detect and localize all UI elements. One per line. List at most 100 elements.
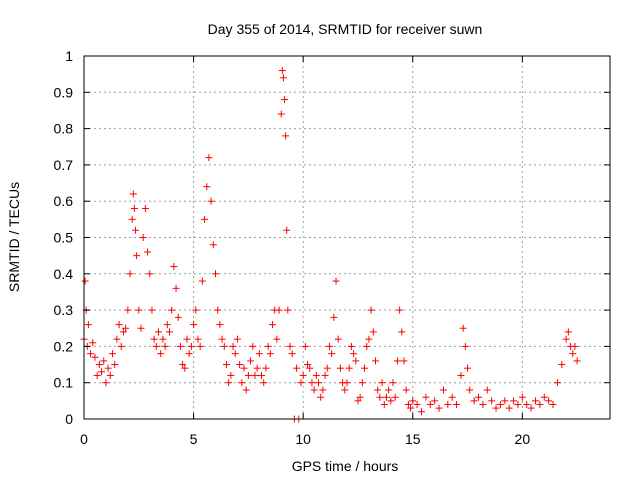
data-point	[152, 342, 160, 350]
data-point	[225, 379, 233, 387]
data-point	[365, 335, 373, 343]
data-point	[129, 190, 137, 198]
data-point	[391, 393, 399, 401]
data-point	[236, 361, 244, 369]
data-point	[95, 361, 103, 369]
data-point	[536, 400, 544, 408]
data-point	[527, 404, 535, 412]
data-point	[258, 371, 266, 379]
data-point	[540, 393, 548, 401]
y-tick-label: 0.8	[54, 121, 74, 137]
y-tick-label: 0.2	[54, 338, 74, 354]
data-point	[133, 252, 141, 260]
x-tick-label: 20	[515, 431, 531, 447]
data-point	[102, 379, 110, 387]
data-point	[87, 350, 95, 358]
data-point	[201, 215, 209, 223]
data-point	[137, 324, 145, 332]
data-point	[354, 397, 362, 405]
data-point	[157, 350, 165, 358]
data-point	[301, 342, 309, 350]
data-point	[358, 379, 366, 387]
data-point	[214, 306, 222, 314]
data-point	[483, 386, 491, 394]
data-point	[293, 364, 301, 372]
data-point	[402, 386, 410, 394]
data-point	[470, 397, 478, 405]
chart-title: Day 355 of 2014, SRMTID for receiver suw…	[208, 21, 483, 37]
data-point	[448, 393, 456, 401]
data-point	[260, 379, 268, 387]
data-point	[407, 404, 415, 412]
data-point	[367, 306, 375, 314]
data-point	[172, 284, 180, 292]
data-point	[170, 263, 178, 271]
data-point	[117, 342, 125, 350]
data-point	[312, 371, 320, 379]
y-tick-label: 0.3	[54, 302, 74, 318]
data-point	[100, 357, 108, 365]
data-point	[374, 386, 382, 394]
data-point	[283, 226, 291, 234]
data-point	[501, 397, 509, 405]
data-point	[558, 361, 566, 369]
data-point	[334, 335, 342, 343]
data-point	[113, 335, 121, 343]
data-point	[385, 386, 393, 394]
data-point	[371, 357, 379, 365]
data-point	[328, 350, 336, 358]
data-point	[488, 397, 496, 405]
data-point	[571, 342, 579, 350]
data-point	[325, 342, 333, 350]
data-point	[176, 342, 184, 350]
data-point	[141, 204, 149, 212]
data-point	[165, 328, 173, 336]
data-point	[336, 364, 344, 372]
data-point	[179, 361, 187, 369]
data-point	[431, 397, 439, 405]
data-point	[435, 404, 443, 412]
data-point	[148, 306, 156, 314]
data-point	[128, 215, 136, 223]
y-tick-label: 0.5	[54, 230, 74, 246]
data-point	[242, 386, 250, 394]
data-point	[426, 400, 434, 408]
data-point	[220, 342, 228, 350]
y-tick-label: 0.4	[54, 266, 74, 282]
data-point	[205, 154, 213, 162]
data-point	[378, 379, 386, 387]
grid-lines	[84, 56, 610, 419]
data-point	[266, 350, 274, 358]
data-point	[306, 364, 314, 372]
data-points	[80, 67, 581, 423]
data-point	[181, 364, 189, 372]
data-point	[161, 342, 169, 350]
data-point	[98, 368, 106, 376]
data-point	[523, 400, 531, 408]
data-point	[341, 386, 349, 394]
data-point	[564, 328, 572, 336]
data-point	[317, 393, 325, 401]
data-point	[122, 324, 130, 332]
y-tick-label: 0	[65, 411, 73, 427]
data-point	[139, 234, 147, 241]
data-point	[194, 335, 202, 343]
data-point	[319, 386, 327, 394]
data-point	[150, 335, 158, 343]
data-point	[115, 321, 123, 329]
y-tick-label: 0.1	[54, 375, 74, 391]
data-point	[400, 357, 408, 365]
x-tick-label: 15	[405, 431, 421, 447]
data-point	[203, 183, 211, 191]
x-tick-label: 0	[80, 431, 88, 447]
data-point	[398, 328, 406, 336]
data-point	[277, 110, 285, 118]
data-point	[347, 342, 355, 350]
data-point	[404, 400, 412, 408]
data-point	[168, 306, 176, 314]
data-point	[81, 277, 89, 285]
y-tick-label: 1	[65, 48, 73, 64]
data-point	[345, 364, 353, 372]
data-point	[247, 357, 255, 365]
